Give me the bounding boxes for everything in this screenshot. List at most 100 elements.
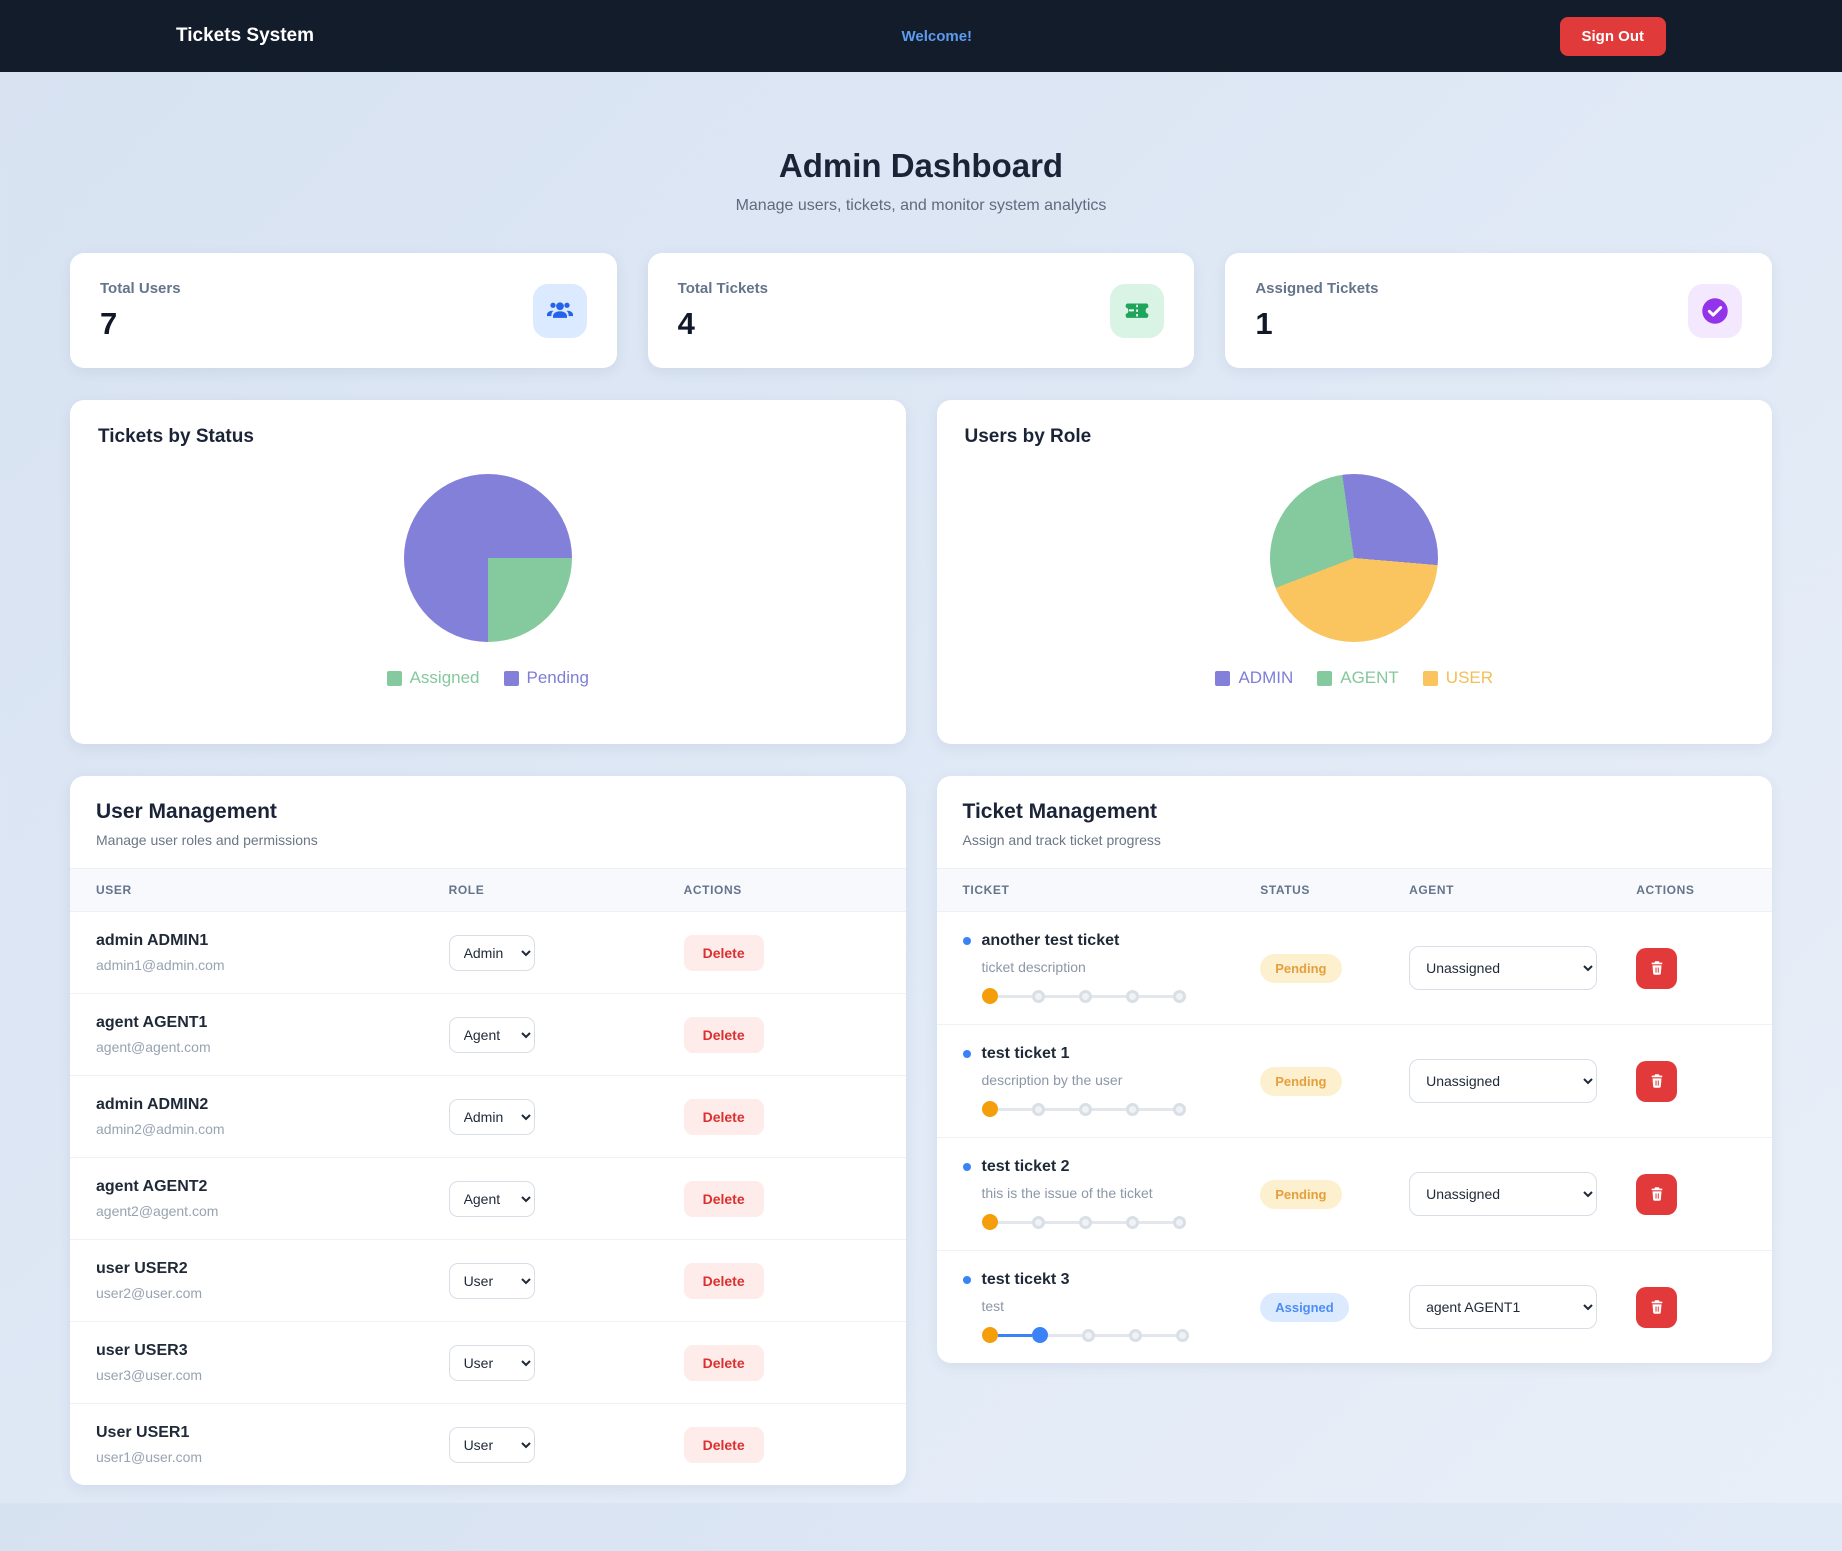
ticket-table-row: test ticket 1 description by the user Pe…	[936, 1025, 1772, 1138]
progress-step-dot	[1125, 989, 1139, 1003]
legend-swatch	[1215, 670, 1231, 686]
progress-step-line	[1138, 1220, 1173, 1224]
stat-card-assigned-tickets: Assigned Tickets 1	[1225, 253, 1772, 368]
progress-step-dot	[1031, 1327, 1048, 1343]
stats-row: Total Users 7 Total Tickets 4	[70, 253, 1772, 368]
role-select[interactable]: Agent	[448, 1180, 535, 1217]
progress-step-dot	[1125, 1215, 1139, 1229]
progress-step-line	[1044, 1107, 1079, 1111]
progress-step-dot	[1172, 1102, 1186, 1116]
user-name: agent AGENT1	[96, 1014, 208, 1031]
legend-swatch	[386, 670, 402, 686]
role-select[interactable]: Admin	[448, 1098, 535, 1135]
role-select[interactable]: User	[448, 1262, 535, 1299]
ticket-table-row: test ticekt 3 test Assigned agent AGENT1	[937, 1251, 1773, 1363]
legend-label: ADMIN	[1238, 668, 1294, 687]
user-management-card: User Management Manage user roles and pe…	[70, 776, 906, 1485]
stat-card-total-tickets: Total Tickets 4	[647, 253, 1195, 368]
progress-step-dot	[1128, 1328, 1142, 1342]
delete-user-button[interactable]: Delete	[683, 1262, 764, 1299]
user-management-subtitle: Manage user roles and permissions	[96, 832, 318, 848]
col-user: USER	[96, 883, 132, 897]
ticket-management-title: Ticket Management	[962, 800, 1158, 823]
user-email: agent@agent.com	[96, 1039, 211, 1055]
progress-step-dot	[1078, 989, 1092, 1003]
delete-ticket-button[interactable]	[1636, 1286, 1678, 1328]
trash-icon	[1651, 1300, 1663, 1314]
agent-select[interactable]: Unassigned	[1409, 1172, 1598, 1216]
stat-card-total-users: Total Users 7	[70, 253, 617, 368]
ticket-title: test ticekt 3	[981, 1271, 1070, 1288]
legend-swatch	[503, 670, 519, 686]
ticket-management-subtitle: Assign and track ticket progress	[962, 832, 1161, 848]
ticket-description: test	[981, 1298, 1005, 1314]
user-email: user1@user.com	[96, 1449, 203, 1465]
status-badge: Assigned	[1260, 1292, 1349, 1322]
delete-user-button[interactable]: Delete	[683, 1426, 764, 1463]
user-name: admin ADMIN2	[96, 1096, 209, 1113]
user-table-row: admin ADMIN1 admin1@admin.com Admin Dele…	[70, 912, 906, 994]
progress-step-line	[1091, 1107, 1126, 1111]
user-email: admin2@admin.com	[96, 1121, 225, 1137]
status-badge: Pending	[1260, 1179, 1342, 1209]
charts-row: Tickets by Status Assigned Pending Users …	[70, 400, 1772, 744]
progress-step-line	[1044, 994, 1079, 998]
legend-item: ADMIN	[1215, 668, 1293, 688]
delete-user-button[interactable]: Delete	[683, 934, 764, 971]
delete-user-button[interactable]: Delete	[683, 1344, 764, 1381]
ticket-table-body: another test ticket ticket description P…	[936, 912, 1773, 1363]
progress-step-dot	[1175, 1328, 1189, 1342]
delete-user-button[interactable]: Delete	[683, 1180, 764, 1217]
tickets-by-status-card: Tickets by Status Assigned Pending	[70, 400, 906, 744]
ticket-description: description by the user	[981, 1072, 1123, 1088]
trash-icon	[1651, 1187, 1663, 1201]
ticket-dot-icon	[962, 937, 971, 945]
role-select[interactable]: User	[448, 1426, 535, 1463]
tickets-by-status-legend: Assigned Pending	[386, 668, 589, 688]
ticket-table-header: TICKET STATUS AGENT ACTIONS	[936, 868, 1772, 912]
ticket-management-card: Ticket Management Assign and track ticke…	[936, 776, 1773, 1363]
progress-step-dot	[981, 1214, 998, 1230]
agent-select[interactable]: Unassigned	[1409, 946, 1598, 990]
ticket-table-row: test ticket 2 this is the issue of the t…	[936, 1138, 1772, 1251]
progress-step-line	[1138, 994, 1173, 998]
progress-step-dot	[1031, 1215, 1045, 1229]
ticket-progress-stepper	[981, 1327, 1261, 1343]
sign-out-button[interactable]: Sign Out	[1559, 16, 1666, 56]
progress-step-line	[1047, 1333, 1082, 1337]
legend-item: Assigned	[386, 668, 480, 688]
role-select[interactable]: User	[448, 1344, 535, 1381]
page-title: Admin Dashboard	[778, 147, 1064, 184]
user-email: admin1@admin.com	[96, 957, 225, 973]
role-select[interactable]: Admin	[448, 934, 535, 971]
role-select[interactable]: Agent	[448, 1016, 535, 1053]
user-name: User USER1	[96, 1424, 190, 1441]
legend-item: AGENT	[1317, 668, 1399, 688]
user-table-row: agent AGENT2 agent2@agent.com Agent Dele…	[70, 1158, 906, 1240]
delete-user-button[interactable]: Delete	[683, 1098, 764, 1135]
agent-select[interactable]: agent AGENT1	[1409, 1285, 1598, 1329]
col-ticket: TICKET	[962, 883, 1010, 897]
ticket-title: another test ticket	[981, 932, 1120, 949]
progress-step-line	[1094, 1333, 1129, 1337]
agent-select[interactable]: Unassigned	[1409, 1059, 1598, 1103]
progress-step-dot	[981, 1327, 998, 1343]
welcome-text: Welcome!	[901, 27, 973, 45]
users-by-role-pie	[1270, 474, 1439, 642]
progress-step-dot	[981, 988, 998, 1004]
ticket-dot-icon	[962, 1163, 971, 1171]
legend-label: Assigned	[409, 668, 480, 687]
delete-user-button[interactable]: Delete	[683, 1016, 764, 1053]
user-table-row: user USER2 user2@user.com User Delete	[70, 1240, 906, 1322]
delete-ticket-button[interactable]	[1636, 1060, 1678, 1102]
progress-step-line	[997, 1220, 1032, 1224]
users-by-role-card: Users by Role ADMIN AGENT USER	[936, 400, 1772, 744]
user-name: user USER2	[96, 1260, 188, 1277]
user-table-row: agent AGENT1 agent@agent.com Agent Delet…	[70, 994, 906, 1076]
stat-label: Total Users	[100, 279, 181, 297]
delete-ticket-button[interactable]	[1636, 1173, 1678, 1215]
delete-ticket-button[interactable]	[1636, 947, 1678, 989]
users-by-role-legend: ADMIN AGENT USER	[1215, 668, 1493, 688]
ticket-table-row: another test ticket ticket description P…	[936, 912, 1772, 1025]
col-actions: ACTIONS	[1636, 883, 1695, 897]
